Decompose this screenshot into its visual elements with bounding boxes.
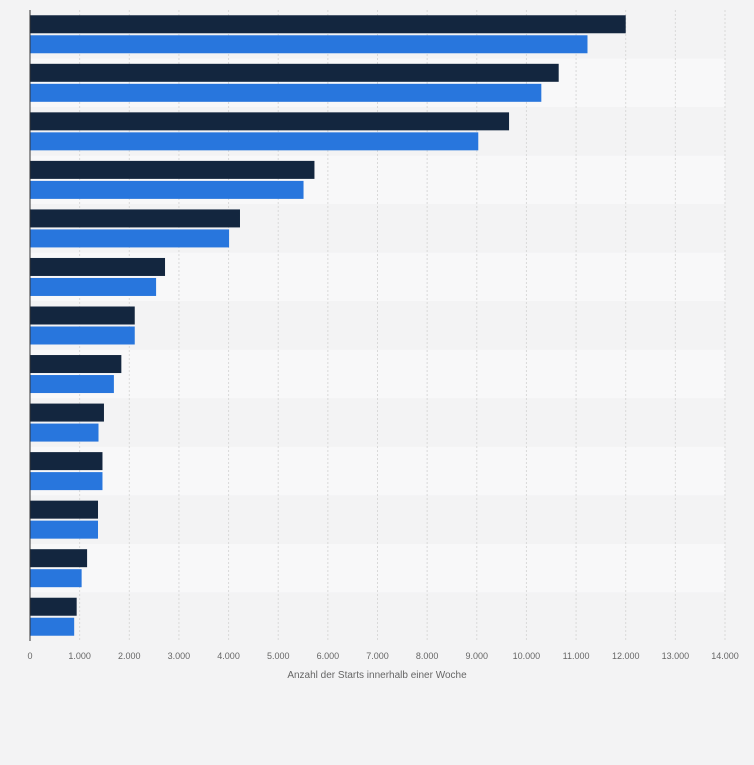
x-tick-label: 6.000 [317, 651, 340, 661]
bar-series-2[interactable] [30, 617, 75, 636]
bar-series-1[interactable] [30, 549, 88, 568]
bar-series-1[interactable] [30, 597, 77, 616]
bar-series-2[interactable] [30, 472, 103, 491]
x-tick-labels: 0 1.000 2.000 3.000 4.000 5.000 6.000 7.000 8.00… [27, 651, 738, 661]
row-band [30, 301, 725, 350]
x-tick-label: 10.000 [513, 651, 541, 661]
bar-series-1[interactable] [30, 500, 99, 519]
x-tick-label: 14.000 [711, 651, 739, 661]
bar-series-1[interactable] [30, 257, 166, 276]
x-tick-label: 13.000 [662, 651, 690, 661]
x-tick-label: 9.000 [466, 651, 489, 661]
bar-series-2[interactable] [30, 520, 99, 539]
row-band [30, 592, 725, 641]
bar-series-2[interactable] [30, 180, 304, 199]
bar-series-2[interactable] [30, 569, 82, 588]
bar-series-2[interactable] [30, 35, 588, 54]
x-tick-label: 8.000 [416, 651, 439, 661]
x-tick-label: 0 [27, 651, 32, 661]
bar-series-2[interactable] [30, 229, 230, 248]
bar-series-1[interactable] [30, 112, 510, 131]
bar-series-1[interactable] [30, 160, 315, 179]
bars [30, 15, 626, 636]
bar-series-2[interactable] [30, 132, 479, 151]
x-tick-label: 4.000 [217, 651, 240, 661]
x-tick-label: 5.000 [267, 651, 290, 661]
x-tick-label: 1.000 [68, 651, 91, 661]
x-tick-label: 12.000 [612, 651, 640, 661]
bar-series-2[interactable] [30, 326, 135, 345]
x-tick-label: 11.000 [563, 651, 590, 661]
bar-series-1[interactable] [30, 403, 104, 422]
bar-series-1[interactable] [30, 209, 240, 228]
x-tick-label: 2.000 [118, 651, 141, 661]
row-band [30, 543, 725, 593]
bar-series-1[interactable] [30, 355, 122, 374]
bar-series-2[interactable] [30, 277, 157, 296]
bar-series-2[interactable] [30, 375, 114, 394]
bar-series-2[interactable] [30, 423, 99, 442]
x-axis-label: Anzahl der Starts innerhalb einer Woche [287, 670, 467, 681]
x-tick-label: 7.000 [366, 651, 389, 661]
bar-series-1[interactable] [30, 306, 135, 325]
bar-series-1[interactable] [30, 15, 626, 34]
bar-series-1[interactable] [30, 63, 559, 82]
bar-series-2[interactable] [30, 83, 542, 102]
bar-series-1[interactable] [30, 452, 103, 471]
x-tick-label: 3.000 [168, 651, 191, 661]
